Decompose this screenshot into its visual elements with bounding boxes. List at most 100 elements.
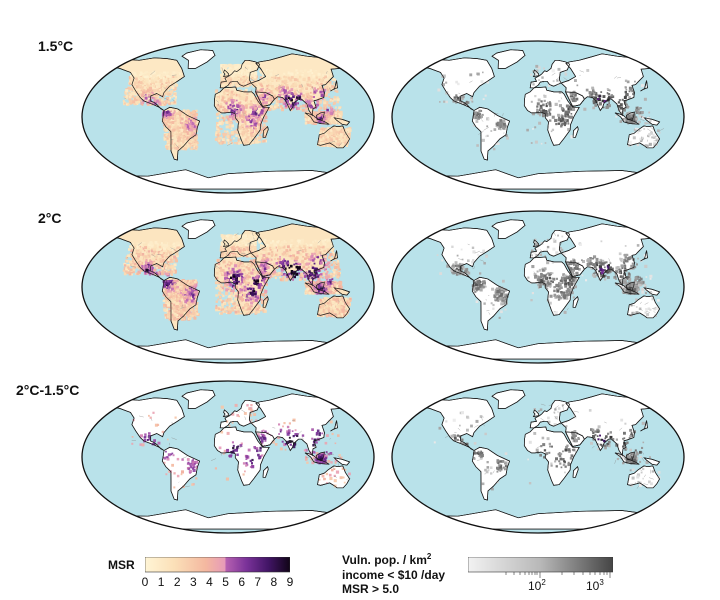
- grid-cell: [307, 82, 311, 86]
- grid-cell: [153, 85, 155, 87]
- grid-cell: [275, 103, 279, 106]
- grid-cell: [560, 125, 563, 128]
- grid-cell: [178, 136, 181, 140]
- grid-cell: [654, 135, 657, 138]
- grid-cell: [602, 99, 606, 103]
- grid-cell: [225, 115, 229, 119]
- grid-cell: [497, 124, 501, 127]
- grid-cell: [131, 82, 134, 85]
- grid-cell: [154, 77, 158, 80]
- grid-cell: [322, 142, 326, 146]
- country-border: [278, 84, 281, 87]
- grid-cell: [137, 270, 140, 273]
- grid-cell: [306, 95, 310, 99]
- grid-cell: [149, 261, 153, 265]
- grid-cell: [265, 107, 269, 111]
- grid-cell: [223, 96, 226, 99]
- grid-cell: [175, 83, 179, 87]
- grid-cell: [479, 113, 482, 115]
- grid-cell: [221, 69, 224, 72]
- grid-cell: [125, 89, 129, 93]
- grid-cell: [608, 89, 611, 92]
- grid-cell: [236, 99, 238, 102]
- grid-cell: [588, 91, 592, 95]
- grid-cell: [291, 92, 293, 95]
- grid-cell: [340, 129, 344, 134]
- grid-cell: [259, 97, 263, 101]
- grid-cell: [638, 114, 642, 118]
- grid-cell: [174, 142, 176, 145]
- grid-cell: [223, 140, 226, 143]
- grid-cell: [142, 79, 144, 82]
- grid-cell: [125, 257, 128, 260]
- grid-cell: [542, 111, 545, 114]
- country-border: [631, 119, 634, 121]
- grid-cell: [176, 245, 180, 249]
- grid-cell: [268, 69, 271, 72]
- country-border: [175, 144, 180, 149]
- grid-cell: [239, 108, 243, 112]
- grid-cell: [328, 104, 331, 107]
- grid-cell: [187, 134, 190, 137]
- grid-cell: [619, 103, 623, 107]
- grid-cell: [308, 73, 312, 77]
- grid-cell: [128, 272, 132, 276]
- grid-cell: [125, 266, 128, 269]
- grid-cell: [171, 86, 175, 89]
- grid-cell: [314, 120, 318, 123]
- grid-cell: [250, 128, 254, 132]
- grid-cell: [273, 75, 276, 78]
- grid-cell: [245, 125, 249, 129]
- grid-cell: [307, 92, 310, 95]
- grid-cell: [147, 88, 149, 91]
- grid-cell: [296, 102, 299, 105]
- grid-cell: [195, 145, 199, 148]
- grid-cell: [442, 83, 445, 87]
- grid-cell: [550, 130, 553, 133]
- grid-cell: [549, 104, 552, 108]
- grid-cell: [149, 72, 153, 75]
- grid-cell: [143, 249, 146, 252]
- grid-cell: [345, 144, 349, 147]
- grid-cell: [221, 72, 224, 75]
- grid-cell: [238, 113, 241, 116]
- grid-cell: [305, 114, 308, 117]
- grid-cell: [168, 249, 171, 253]
- grid-cell: [186, 143, 189, 146]
- grid-cell: [166, 113, 169, 115]
- grid-cell: [335, 114, 339, 118]
- grid-cell: [161, 99, 164, 102]
- grid-cell: [627, 115, 631, 119]
- grid-cell: [137, 84, 140, 87]
- grid-cell: [168, 94, 171, 97]
- grid-cell: [159, 270, 162, 274]
- grid-cell: [127, 266, 130, 269]
- grid-cell: [222, 138, 225, 141]
- grid-cell: [227, 97, 231, 101]
- grid-cell: [129, 87, 133, 91]
- grid-cell: [257, 123, 260, 126]
- grid-cell: [240, 66, 243, 69]
- grid-cell: [275, 79, 278, 82]
- grid-cell: [184, 147, 187, 151]
- grid-cell: [154, 80, 158, 83]
- grid-cell: [308, 118, 311, 121]
- grid-cell: [143, 82, 146, 85]
- grid-cell: [338, 120, 340, 123]
- grid-cell: [217, 129, 221, 133]
- grid-cell: [191, 125, 194, 128]
- grid-cell: [192, 140, 195, 144]
- grid-cell: [307, 71, 310, 73]
- grid-cell: [232, 137, 235, 140]
- grid-cell: [319, 90, 323, 94]
- grid-cell: [164, 127, 167, 130]
- grid-cell: [622, 108, 626, 112]
- grid-cell: [144, 272, 147, 275]
- grid-cell: [159, 76, 163, 79]
- grid-cell: [251, 115, 254, 118]
- grid-cell: [167, 135, 169, 137]
- grid-cell: [168, 305, 172, 309]
- grid-cell: [551, 69, 555, 73]
- grid-cell: [313, 87, 316, 90]
- grid-cell: [218, 121, 222, 125]
